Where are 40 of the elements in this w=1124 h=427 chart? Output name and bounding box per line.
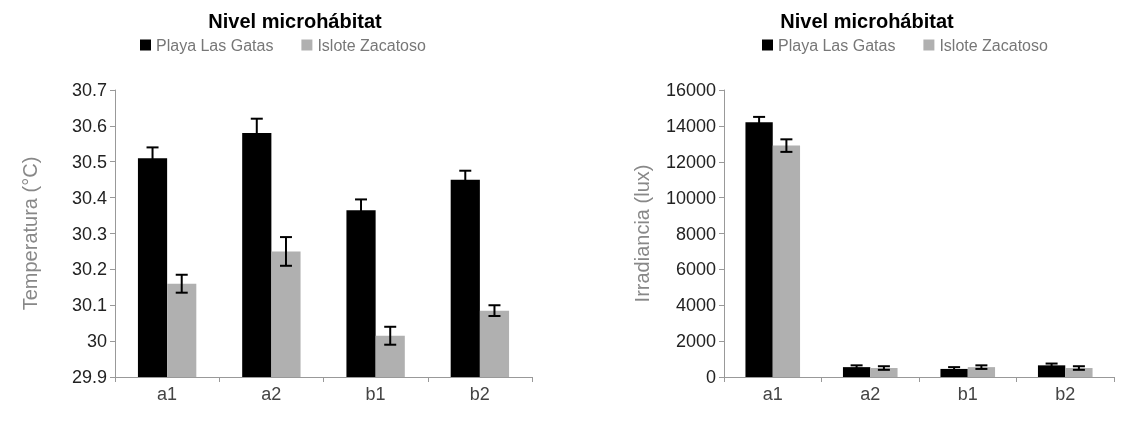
x-tick-label: a1	[762, 384, 783, 404]
y-tick-label: 29.9	[71, 367, 107, 387]
bar	[842, 367, 871, 377]
y-tick-label: 30	[86, 331, 107, 352]
y-tick-label: 10000	[665, 187, 716, 208]
y-tick-label: 8000	[675, 223, 716, 244]
x-tick-label: a2	[860, 384, 881, 404]
y-tick-label: 14000	[665, 115, 716, 136]
x-tick-label: a1	[157, 384, 178, 404]
x-tick-label: b1	[957, 384, 978, 404]
y-tick-label: 30.4	[71, 187, 107, 208]
y-axis-title: Irradiancia (lux)	[631, 164, 653, 303]
y-tick-label: 0	[705, 367, 716, 387]
legend-label: Playa Las Gatas	[778, 36, 896, 54]
legend-label: Islote Zacatoso	[317, 36, 426, 54]
x-tick-label: b2	[469, 384, 490, 404]
bar	[940, 368, 968, 377]
y-tick-label: 12000	[665, 151, 716, 172]
y-tick-label: 6000	[675, 259, 716, 280]
x-tick-label: a2	[261, 384, 282, 404]
y-axis-title: Temperatura (°C)	[19, 156, 41, 311]
legend-label: Islote Zacatoso	[939, 36, 1048, 54]
y-tick-label: 30.6	[71, 115, 107, 136]
x-tick-label: b2	[1055, 384, 1076, 404]
y-tick-label: 30.3	[71, 223, 107, 244]
y-tick-label: 2000	[675, 331, 716, 352]
chart-title: Nivel microhábitat	[208, 10, 383, 32]
x-tick-label: b1	[365, 384, 386, 404]
legend-label: Playa Las Gatas	[156, 36, 274, 54]
chart-title: Nivel microhábitat	[780, 10, 955, 32]
y-tick-label: 4000	[675, 295, 716, 316]
y-tick-label: 30.1	[71, 295, 107, 316]
y-tick-label: 30.5	[71, 151, 107, 172]
y-tick-label: 30.7	[71, 80, 107, 100]
bar	[772, 145, 801, 377]
bar	[745, 122, 773, 377]
bar	[967, 367, 996, 377]
y-tick-label: 16000	[665, 80, 716, 100]
bar	[1037, 365, 1066, 377]
y-tick-label: 30.2	[71, 259, 107, 280]
